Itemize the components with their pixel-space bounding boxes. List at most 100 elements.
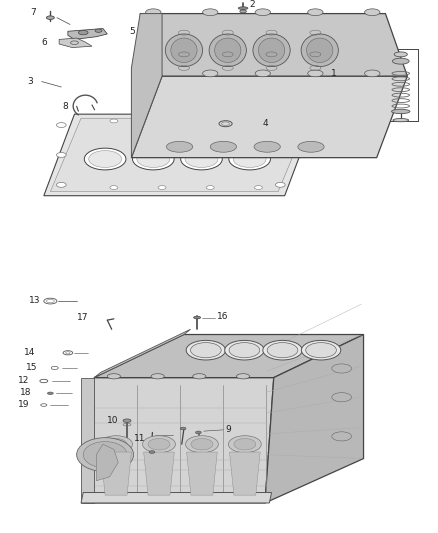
- Ellipse shape: [186, 435, 219, 453]
- Ellipse shape: [165, 34, 202, 67]
- Text: 10: 10: [107, 416, 118, 425]
- Ellipse shape: [233, 151, 266, 167]
- Polygon shape: [131, 13, 162, 158]
- Polygon shape: [265, 335, 364, 503]
- Ellipse shape: [77, 438, 134, 472]
- Ellipse shape: [123, 419, 131, 422]
- Ellipse shape: [145, 9, 161, 15]
- Polygon shape: [81, 492, 272, 503]
- Ellipse shape: [202, 70, 218, 77]
- Ellipse shape: [148, 439, 170, 450]
- Text: 19: 19: [18, 400, 29, 409]
- Ellipse shape: [206, 119, 214, 123]
- Ellipse shape: [392, 58, 409, 64]
- Ellipse shape: [306, 343, 336, 358]
- Ellipse shape: [209, 34, 246, 67]
- Ellipse shape: [254, 119, 262, 123]
- Ellipse shape: [234, 439, 256, 450]
- Ellipse shape: [263, 341, 302, 360]
- Text: 3: 3: [28, 77, 33, 86]
- Polygon shape: [50, 118, 309, 192]
- Polygon shape: [68, 29, 107, 39]
- Text: 2: 2: [250, 0, 255, 9]
- Ellipse shape: [276, 123, 285, 127]
- Polygon shape: [101, 452, 131, 495]
- Polygon shape: [85, 377, 274, 503]
- Ellipse shape: [100, 435, 132, 453]
- Ellipse shape: [107, 374, 120, 379]
- Ellipse shape: [392, 109, 410, 114]
- Ellipse shape: [229, 435, 261, 453]
- Ellipse shape: [254, 185, 262, 189]
- Ellipse shape: [158, 185, 166, 189]
- Text: 1: 1: [331, 69, 336, 78]
- Ellipse shape: [364, 70, 380, 77]
- Polygon shape: [96, 444, 118, 481]
- Ellipse shape: [151, 374, 164, 379]
- Text: 5: 5: [129, 27, 135, 36]
- Ellipse shape: [210, 141, 237, 152]
- Ellipse shape: [255, 70, 271, 77]
- Ellipse shape: [57, 152, 66, 157]
- Text: 12: 12: [18, 376, 29, 385]
- Ellipse shape: [180, 427, 186, 430]
- Ellipse shape: [57, 182, 66, 187]
- Polygon shape: [94, 335, 364, 377]
- Text: 13: 13: [28, 295, 40, 304]
- Ellipse shape: [267, 343, 298, 358]
- Ellipse shape: [191, 343, 221, 358]
- Ellipse shape: [301, 34, 338, 67]
- Ellipse shape: [298, 141, 324, 152]
- Ellipse shape: [57, 123, 66, 127]
- Text: 9: 9: [226, 425, 231, 434]
- Ellipse shape: [78, 30, 88, 35]
- Text: 14: 14: [24, 348, 35, 357]
- Ellipse shape: [255, 9, 271, 15]
- Ellipse shape: [253, 34, 290, 67]
- Ellipse shape: [254, 141, 280, 152]
- Ellipse shape: [166, 141, 193, 152]
- Text: 4: 4: [263, 119, 268, 128]
- Ellipse shape: [158, 119, 166, 123]
- Polygon shape: [131, 76, 407, 158]
- Ellipse shape: [229, 148, 270, 170]
- Ellipse shape: [307, 70, 323, 77]
- Ellipse shape: [240, 10, 246, 13]
- Ellipse shape: [105, 439, 127, 450]
- Ellipse shape: [202, 9, 218, 15]
- Ellipse shape: [393, 118, 409, 122]
- Polygon shape: [59, 38, 92, 47]
- Ellipse shape: [142, 435, 175, 453]
- Ellipse shape: [332, 364, 351, 373]
- Ellipse shape: [307, 9, 323, 15]
- Ellipse shape: [238, 7, 248, 10]
- Ellipse shape: [364, 9, 380, 15]
- Text: 17: 17: [77, 313, 88, 322]
- Ellipse shape: [276, 182, 285, 187]
- Ellipse shape: [84, 148, 126, 170]
- Ellipse shape: [215, 38, 241, 62]
- Ellipse shape: [195, 431, 201, 434]
- Text: 15: 15: [26, 362, 38, 372]
- Ellipse shape: [46, 16, 54, 19]
- Polygon shape: [144, 452, 174, 495]
- Ellipse shape: [301, 341, 341, 360]
- Ellipse shape: [145, 70, 161, 77]
- Ellipse shape: [132, 148, 174, 170]
- Ellipse shape: [332, 393, 351, 402]
- Ellipse shape: [47, 392, 53, 394]
- Polygon shape: [187, 452, 217, 495]
- Text: 16: 16: [217, 312, 228, 321]
- Ellipse shape: [206, 185, 214, 189]
- Ellipse shape: [237, 374, 250, 379]
- Ellipse shape: [194, 316, 201, 319]
- Polygon shape: [94, 329, 191, 377]
- Text: 6: 6: [42, 38, 47, 46]
- Polygon shape: [81, 377, 94, 503]
- Ellipse shape: [225, 341, 264, 360]
- Ellipse shape: [83, 441, 127, 468]
- Text: 18: 18: [20, 388, 31, 397]
- Ellipse shape: [137, 151, 170, 167]
- Ellipse shape: [191, 439, 213, 450]
- Ellipse shape: [110, 119, 118, 123]
